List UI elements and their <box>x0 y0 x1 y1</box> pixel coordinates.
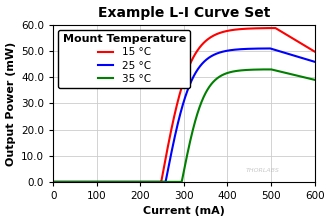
15 °C <box>313 50 316 53</box>
X-axis label: Current (mA): Current (mA) <box>143 206 225 216</box>
15 °C <box>163 162 167 164</box>
25 °C <box>51 180 55 183</box>
Y-axis label: Output Power (mW): Output Power (mW) <box>6 41 16 165</box>
25 °C <box>308 59 312 61</box>
35 °C <box>280 71 283 73</box>
Text: THORLABS: THORLABS <box>246 168 279 173</box>
Line: 15 °C: 15 °C <box>53 28 314 182</box>
15 °C <box>274 27 278 29</box>
15 °C <box>280 30 283 33</box>
Line: 35 °C: 35 °C <box>53 69 314 182</box>
Title: Example L-I Curve Set: Example L-I Curve Set <box>98 6 270 20</box>
35 °C <box>96 180 100 183</box>
15 °C <box>96 180 100 183</box>
15 °C <box>81 180 85 183</box>
35 °C <box>151 180 155 183</box>
25 °C <box>313 60 316 63</box>
35 °C <box>81 180 85 183</box>
Legend: 15 °C, 25 °C, 35 °C: 15 °C, 25 °C, 35 °C <box>58 30 190 88</box>
35 °C <box>308 77 312 80</box>
25 °C <box>96 180 100 183</box>
25 °C <box>268 47 272 50</box>
35 °C <box>313 79 316 81</box>
Line: 25 °C: 25 °C <box>53 48 314 182</box>
25 °C <box>81 180 85 183</box>
25 °C <box>163 180 167 183</box>
15 °C <box>151 180 155 183</box>
25 °C <box>280 50 283 53</box>
25 °C <box>151 180 155 183</box>
35 °C <box>163 180 167 183</box>
15 °C <box>308 47 312 50</box>
35 °C <box>269 68 273 71</box>
15 °C <box>51 180 55 183</box>
35 °C <box>51 180 55 183</box>
